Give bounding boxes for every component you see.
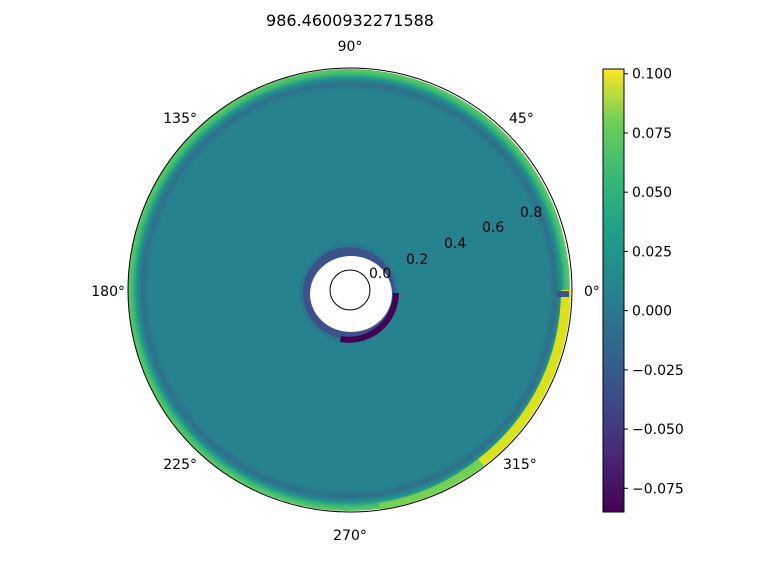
- angular-tick-180: 180°: [91, 284, 125, 300]
- angular-tick-0: 0°: [584, 284, 600, 300]
- colorbar-tick-label: 0.000: [632, 304, 672, 320]
- colorbar-tick-label: 0.100: [632, 67, 672, 83]
- angular-tick-315: 315°: [503, 457, 537, 473]
- angular-tick-270: 270°: [333, 528, 367, 544]
- colorbar-tick-label: 0.075: [632, 126, 672, 142]
- colorbar-tick-label: −0.025: [632, 363, 684, 379]
- colorbar-ticks: 0.100 0.075 0.050 0.025 0.000 −0.025 −0.050 −0.…: [624, 67, 684, 497]
- angular-tick-90: 90°: [338, 39, 363, 55]
- radial-tick-3: 0.6: [482, 220, 504, 236]
- colorbar: [602, 68, 625, 513]
- radial-tick-0: 0.0: [369, 266, 391, 282]
- edge-wedge-yellow: [478, 290, 571, 466]
- angular-tick-45: 45°: [509, 111, 534, 127]
- inner-ring-purple-arc: [340, 293, 399, 343]
- colorbar-tick-label: −0.075: [632, 481, 684, 497]
- origin-circle: [329, 269, 371, 311]
- colorbar-tick-label: 0.025: [632, 244, 672, 260]
- edge-wedge-green: [379, 459, 484, 510]
- chart-title: 986.4600932271588: [266, 11, 434, 30]
- colorbar-tick-label: −0.050: [632, 422, 684, 438]
- polar-frame: [127, 67, 573, 513]
- angular-tick-225: 225°: [163, 457, 197, 473]
- radial-tick-1: 0.2: [406, 252, 428, 268]
- edge-wedge-strip: [557, 291, 569, 297]
- radial-tick-4: 0.8: [520, 205, 542, 221]
- inner-hole: [310, 256, 392, 332]
- angular-tick-135: 135°: [163, 111, 197, 127]
- colorbar-tick-label: 0.050: [632, 185, 672, 201]
- radial-tick-2: 0.4: [444, 236, 466, 252]
